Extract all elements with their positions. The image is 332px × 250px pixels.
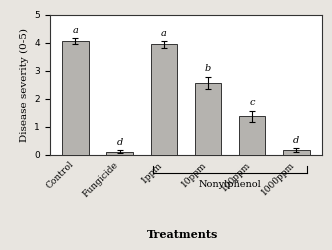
Bar	[283, 150, 310, 155]
Text: c: c	[249, 98, 255, 108]
Bar	[239, 116, 266, 155]
Text: b: b	[205, 64, 211, 73]
Bar	[195, 83, 221, 155]
Text: d: d	[117, 138, 123, 147]
Bar	[62, 41, 89, 155]
Text: Nonylphenol: Nonylphenol	[199, 180, 262, 189]
Y-axis label: Disease severity (0-5): Disease severity (0-5)	[20, 28, 29, 142]
Text: Treatments: Treatments	[147, 229, 218, 240]
Text: d: d	[293, 136, 299, 145]
Bar	[151, 44, 177, 155]
Text: a: a	[161, 29, 167, 38]
Text: a: a	[72, 26, 78, 35]
Bar	[106, 152, 133, 155]
